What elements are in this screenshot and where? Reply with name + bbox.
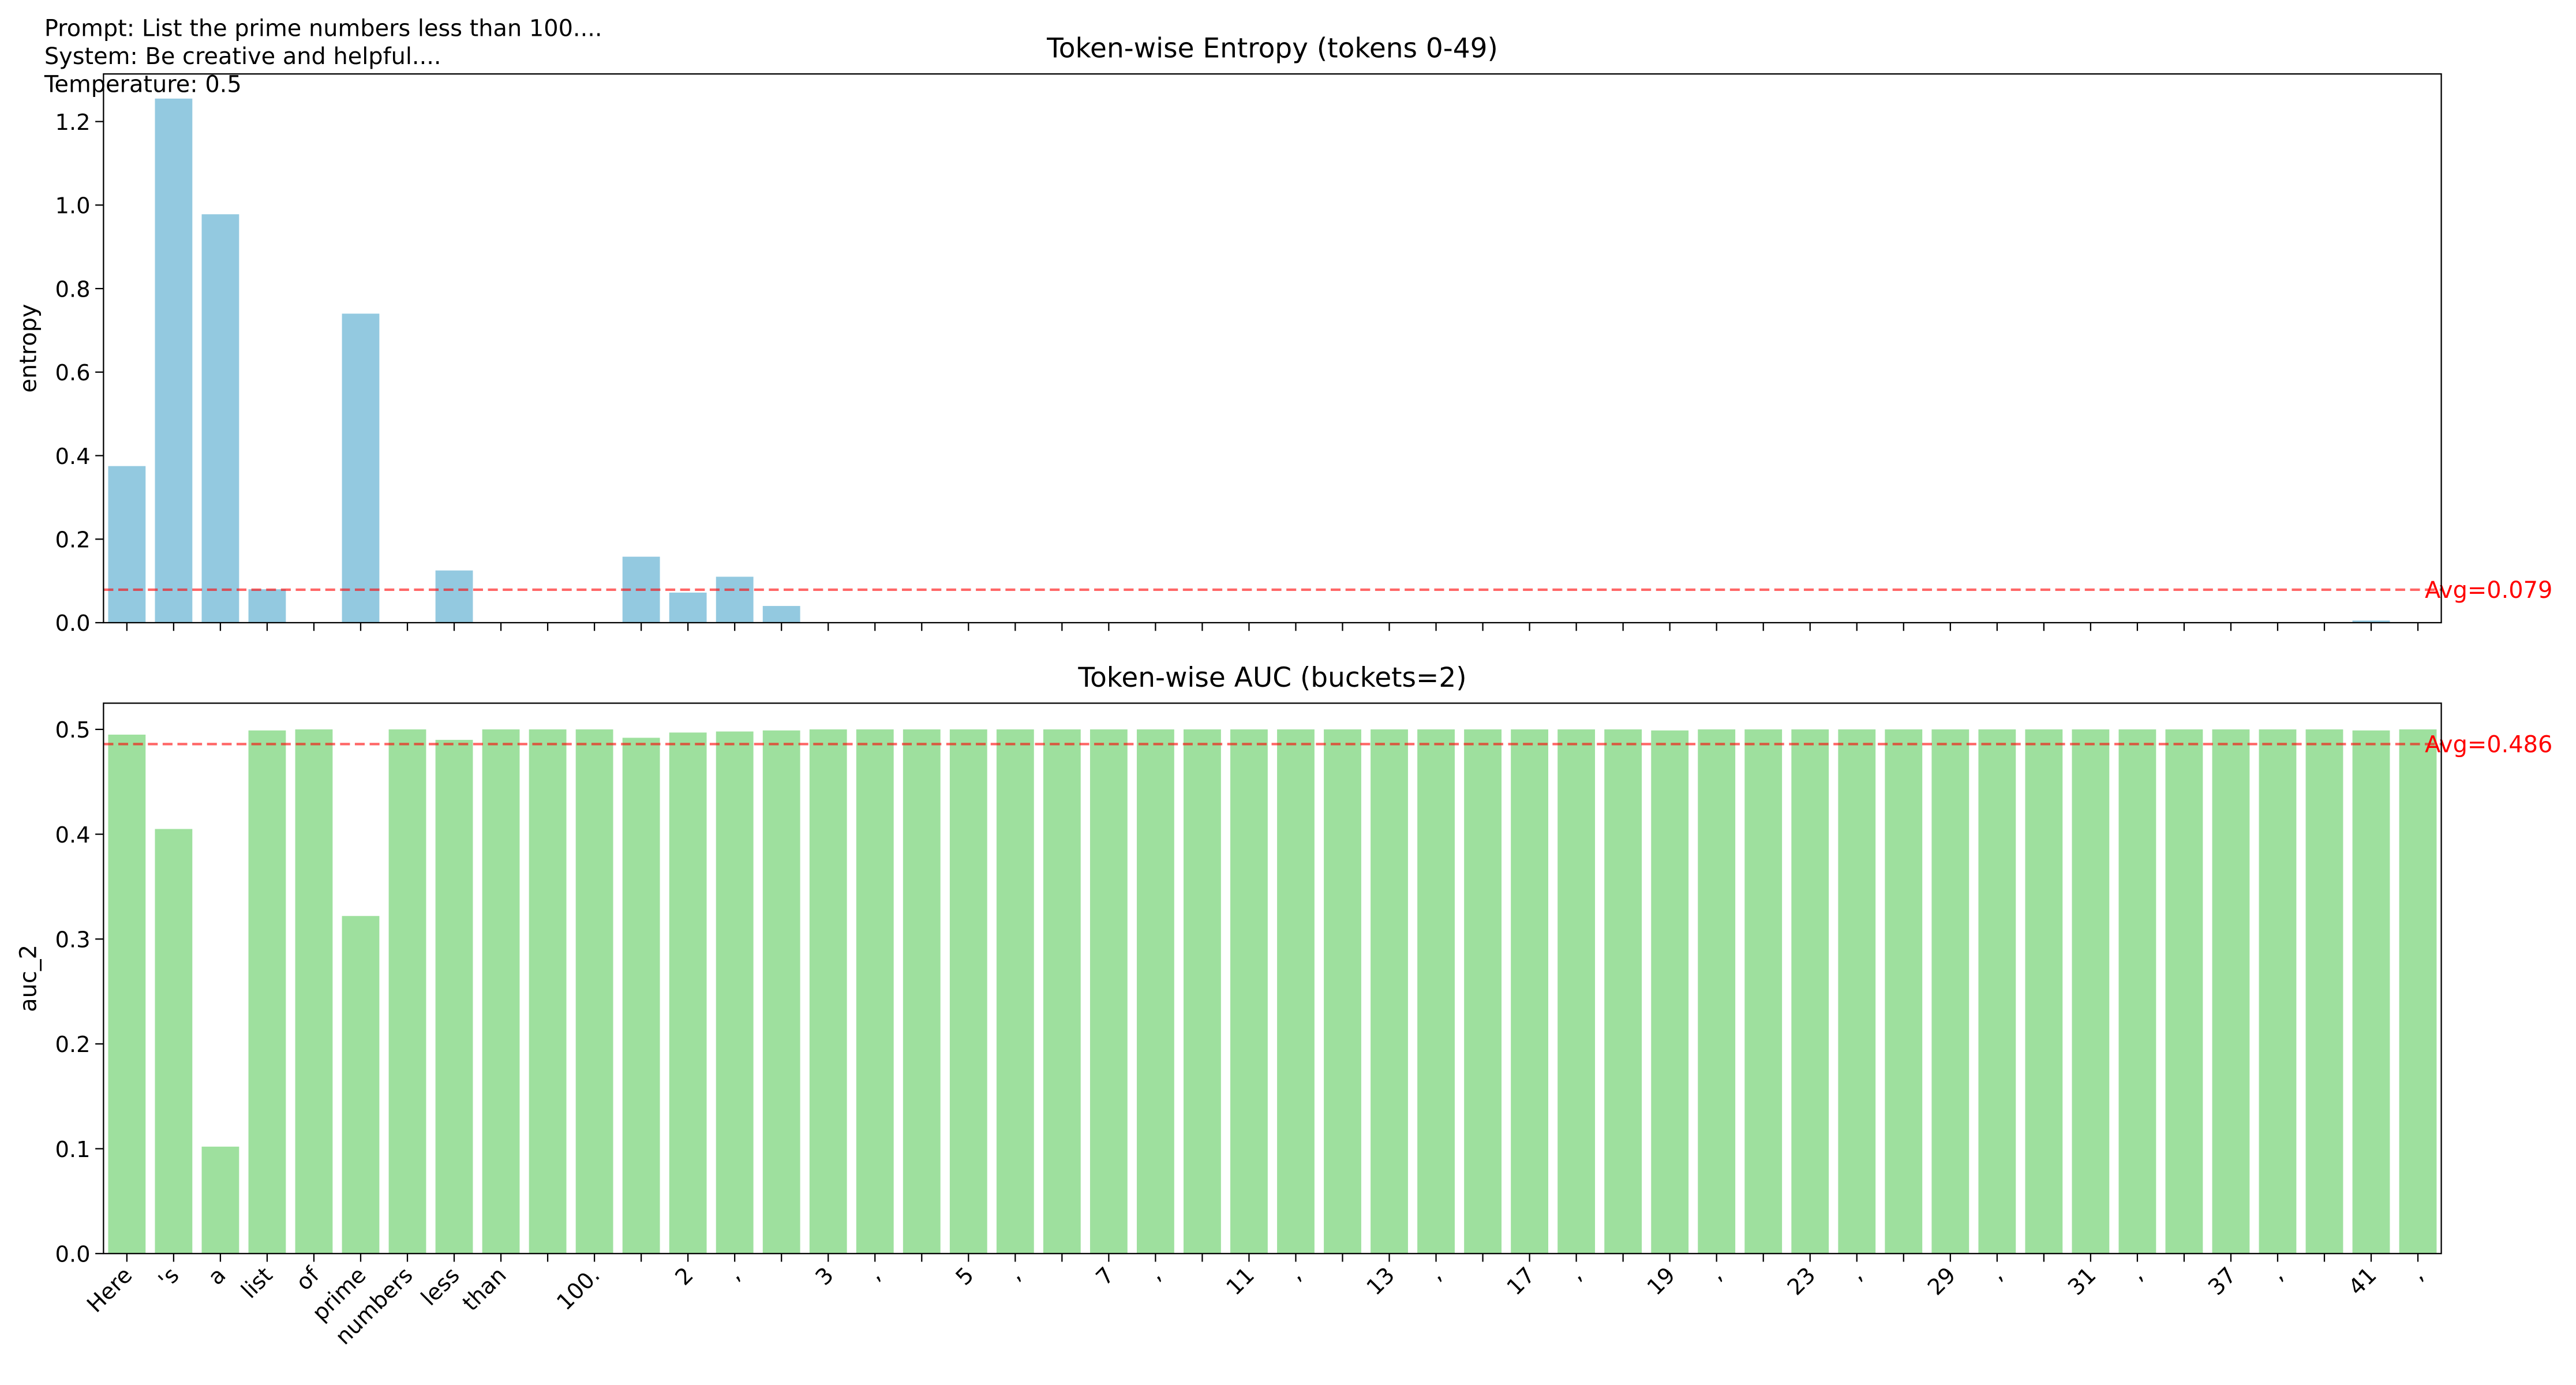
y-tick-label: 0.8 (55, 276, 90, 302)
bar (1464, 729, 1502, 1254)
bar (1838, 729, 1876, 1254)
bar (716, 577, 754, 623)
bar (716, 731, 754, 1254)
y-tick-label: 1.0 (55, 193, 90, 219)
bar (1043, 729, 1081, 1254)
bar (762, 730, 800, 1254)
axes-frame (103, 73, 2442, 624)
bar (1791, 729, 1829, 1254)
bar (2399, 729, 2437, 1254)
bar (108, 466, 146, 623)
bar (669, 592, 707, 623)
bar (155, 829, 193, 1254)
bar (2072, 729, 2110, 1254)
bar (342, 313, 380, 623)
bar (155, 98, 193, 623)
y-tick-label: 0.2 (55, 527, 90, 553)
bar (1651, 730, 1689, 1254)
bar (1417, 729, 1455, 1254)
bar (1230, 729, 1268, 1254)
header-line: System: Be creative and helpful.... (44, 43, 441, 70)
bar (1604, 729, 1642, 1254)
bar (2352, 730, 2390, 1254)
header-line: Temperature: 0.5 (44, 71, 242, 98)
y-tick-label: 1.2 (55, 110, 90, 136)
bar (1371, 729, 1408, 1254)
bar (295, 729, 333, 1254)
bar (1277, 729, 1315, 1254)
bar (201, 1146, 239, 1254)
bar (2118, 729, 2156, 1254)
header-line: Prompt: List the prime numbers less than… (44, 16, 602, 42)
y-tick-label: 0.1 (55, 1137, 90, 1163)
axes-frame (103, 702, 2442, 1255)
bar (248, 589, 286, 623)
average-label: Avg=0.079 (2425, 577, 2552, 604)
y-axis-label: entropy (16, 304, 42, 392)
bar (342, 916, 380, 1254)
y-tick-label: 0.5 (55, 717, 90, 743)
bar (2025, 729, 2063, 1254)
bar (762, 606, 800, 623)
bar (529, 729, 567, 1254)
bar (1184, 729, 1221, 1254)
bar (622, 738, 660, 1254)
y-tick-label: 0.0 (55, 611, 90, 637)
bar (669, 732, 707, 1254)
bar (1324, 729, 1361, 1254)
y-tick-label: 0.6 (55, 360, 90, 386)
bar (903, 729, 941, 1254)
chart-title: Token-wise AUC (buckets=2) (1077, 662, 1466, 694)
y-tick-label: 0.3 (55, 927, 90, 953)
bar (1089, 729, 1128, 1254)
bar (201, 214, 239, 623)
bar (108, 735, 146, 1254)
bar (996, 729, 1034, 1254)
y-tick-label: 0.4 (55, 822, 90, 848)
y-tick-label: 0.2 (55, 1032, 90, 1058)
chart-title: Token-wise Entropy (tokens 0-49) (1046, 33, 1498, 65)
average-label: Avg=0.486 (2425, 732, 2552, 758)
bar (388, 729, 426, 1254)
bar (1698, 729, 1736, 1254)
bar (949, 729, 987, 1254)
bar (1511, 729, 1548, 1254)
bar (809, 729, 847, 1254)
bar (856, 729, 894, 1254)
bar (1557, 729, 1596, 1254)
bar (1885, 729, 1923, 1254)
bar (2259, 729, 2297, 1254)
y-tick-label: 0.4 (55, 444, 90, 470)
bar (435, 570, 473, 623)
bar (1136, 729, 1174, 1254)
bar (575, 729, 613, 1254)
bar (1978, 729, 2016, 1254)
bar (435, 740, 473, 1254)
bar (248, 730, 286, 1254)
bar (2212, 729, 2250, 1254)
bar (2352, 620, 2390, 623)
y-axis-label: auc_2 (16, 945, 42, 1012)
bar (2165, 729, 2203, 1254)
y-tick-label: 0.0 (55, 1241, 90, 1267)
bar (1744, 729, 1783, 1254)
bar (2305, 729, 2343, 1254)
bar (482, 729, 520, 1254)
bar (1931, 729, 1970, 1254)
